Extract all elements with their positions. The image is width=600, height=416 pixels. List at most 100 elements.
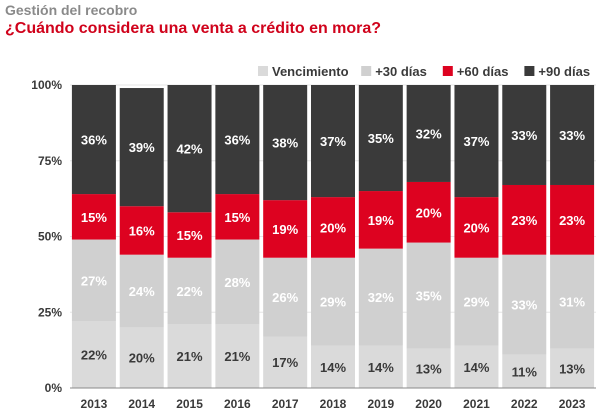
bar-segment [454, 345, 499, 388]
data-label: 15% [224, 210, 250, 225]
legend-label: +90 días [538, 64, 590, 79]
bar-segment [502, 354, 547, 388]
data-label: 11% [512, 364, 538, 379]
bar-segment [71, 321, 116, 388]
bar-segment [215, 85, 260, 195]
legend-swatch [258, 66, 268, 76]
x-tick-label: 2017 [272, 397, 299, 411]
bar-segment [550, 348, 595, 388]
legend-label: +60 días [457, 64, 509, 79]
data-label: 22% [177, 284, 203, 299]
bar-segment [550, 184, 595, 255]
legend-label: +30 días [375, 64, 427, 79]
data-label: 29% [320, 295, 346, 310]
bar-segment [406, 181, 451, 243]
y-tick-label: 25% [38, 305, 62, 319]
y-tick-label: 0% [45, 381, 63, 395]
data-label: 36% [224, 133, 250, 148]
data-label: 37% [320, 134, 346, 149]
data-label: 14% [368, 360, 394, 375]
bar-segment [358, 85, 403, 192]
data-label: 23% [511, 213, 537, 228]
chart-subtitle: Gestión del recobro [5, 2, 138, 18]
bar-segment [311, 85, 355, 198]
bar-segment [119, 254, 164, 328]
bar-segment [167, 212, 212, 258]
data-label: 20% [463, 220, 489, 235]
bar-segment [263, 257, 308, 337]
bar-segment [454, 197, 499, 258]
data-label: 39% [129, 140, 155, 155]
data-label: 20% [320, 220, 346, 235]
bar-segment [263, 336, 308, 388]
data-label: 37% [463, 134, 489, 149]
data-label: 20% [416, 205, 442, 220]
bar-segment [311, 257, 355, 346]
data-label: 15% [177, 228, 203, 243]
data-label: 13% [559, 361, 585, 376]
legend-swatch [361, 66, 372, 76]
bar-segment [502, 85, 547, 185]
bar-segment [71, 85, 116, 195]
bar-segment [358, 248, 403, 346]
data-label: 32% [416, 126, 442, 141]
data-label: 20% [129, 351, 155, 366]
bar-segment [454, 85, 499, 198]
bar-segment [71, 239, 116, 322]
bar-segment [167, 85, 212, 213]
bar-segment [550, 254, 595, 349]
data-label: 24% [129, 284, 155, 299]
data-label: 16% [129, 223, 155, 238]
y-tick-label: 75% [38, 154, 62, 168]
data-label: 21% [224, 349, 250, 364]
bar-segment [263, 85, 308, 201]
bar-segment [119, 327, 164, 388]
bar-segment [358, 191, 403, 249]
data-label: 17% [272, 355, 298, 370]
data-label: 21% [177, 349, 203, 364]
chart-title: ¿Cuándo considera una venta a crédito en… [5, 20, 382, 37]
bar-segment [215, 239, 260, 325]
data-label: 33% [559, 128, 585, 143]
bar-segment [215, 324, 260, 388]
bar-segment [454, 257, 499, 346]
bar-segment [167, 257, 212, 325]
data-label: 28% [224, 275, 250, 290]
bar-segment [215, 194, 260, 240]
data-label: 31% [559, 295, 585, 310]
data-label: 23% [559, 213, 585, 228]
x-tick-label: 2015 [176, 397, 203, 411]
bar-segment [406, 85, 451, 182]
data-label: 14% [320, 360, 346, 375]
legend-swatch [442, 66, 453, 76]
x-tick-label: 2016 [224, 397, 251, 411]
data-label: 33% [511, 128, 537, 143]
data-label: 13% [416, 361, 442, 376]
data-label: 36% [81, 133, 107, 148]
data-label: 22% [81, 348, 107, 363]
bar-segment [406, 242, 451, 349]
y-tick-label: 50% [38, 230, 62, 244]
x-tick-label: 2022 [511, 397, 538, 411]
data-label: 38% [272, 136, 298, 151]
bar-segment [358, 345, 403, 388]
bar-segment [550, 85, 595, 185]
data-label: 27% [81, 273, 107, 288]
bar-segment [71, 194, 116, 240]
bar-segment [311, 345, 355, 388]
data-label: 42% [177, 142, 203, 157]
data-label: 15% [81, 210, 107, 225]
x-tick-label: 2023 [559, 397, 586, 411]
x-tick-label: 2019 [367, 397, 394, 411]
data-label: 29% [463, 295, 489, 310]
x-tick-label: 2021 [463, 397, 490, 411]
y-tick-label: 100% [31, 78, 62, 92]
bar-segment [502, 184, 547, 255]
bar-segment [263, 200, 308, 258]
bar-segment [167, 324, 212, 388]
data-label: 33% [511, 298, 537, 313]
data-label: 19% [368, 213, 394, 228]
legend-swatch [524, 66, 535, 76]
